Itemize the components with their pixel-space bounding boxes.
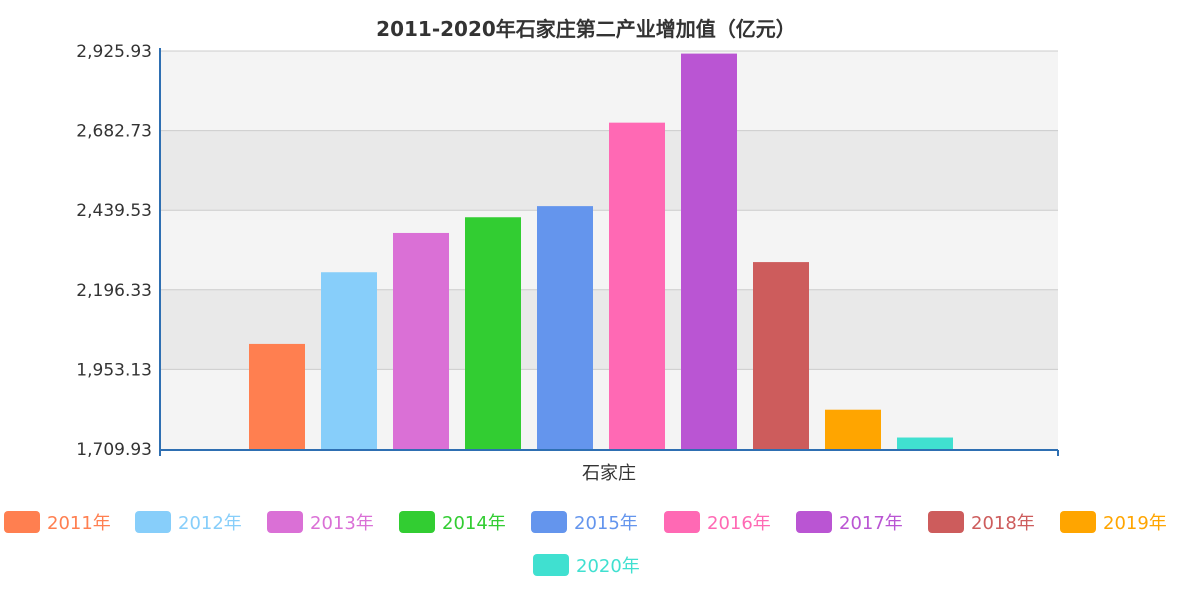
y-tick-label: 2,682.73 [76, 122, 152, 142]
legend-item-2013年[interactable]: 2013年 [267, 511, 374, 534]
legend-swatch [4, 511, 40, 533]
legend-label: 2012年 [178, 513, 242, 534]
legend-label: 2016年 [707, 513, 771, 534]
legend-swatch [796, 511, 832, 533]
legend-swatch [267, 511, 303, 533]
legend-item-2018年[interactable]: 2018年 [928, 511, 1035, 534]
legend-label: 2014年 [442, 513, 506, 534]
legend-item-2015年[interactable]: 2015年 [531, 511, 638, 534]
bar-2019年 [825, 409, 881, 449]
legend-item-2016年[interactable]: 2016年 [664, 511, 771, 534]
chart-title: 2011-2020年石家庄第二产业增加值（亿元） [376, 17, 796, 41]
legend-label: 2017年 [839, 513, 903, 534]
y-tick-label: 2,925.93 [76, 42, 152, 62]
bar-2015年 [537, 206, 593, 449]
legend-item-2020年[interactable]: 2020年 [533, 554, 640, 577]
legend-swatch [399, 511, 435, 533]
legend-item-2014年[interactable]: 2014年 [399, 511, 506, 534]
legend-swatch [664, 511, 700, 533]
y-axis-tick-labels: 1,709.93 1,953.13 2,196.33 2,439.53 2,682.73… [76, 42, 152, 460]
bar-2020年 [897, 437, 953, 449]
legend-swatch [928, 511, 964, 533]
bar-2011年 [249, 343, 305, 449]
bar-2017年 [681, 53, 737, 449]
y-tick-label: 2,196.33 [76, 281, 152, 301]
legend-label: 2020年 [576, 556, 640, 577]
legend-swatch [1060, 511, 1096, 533]
legend[interactable]: 2011年 2012年 2013年 2014年 2015年 2016年 2017年 2018年… [4, 511, 1167, 577]
legend-label: 2013年 [310, 513, 374, 534]
legend-swatch [135, 511, 171, 533]
legend-label: 2018年 [971, 513, 1035, 534]
plot-band [160, 51, 1058, 131]
bar-2016年 [609, 122, 665, 449]
bar-2014年 [465, 217, 521, 449]
legend-label: 2019年 [1103, 513, 1167, 534]
y-tick-label: 1,953.13 [76, 360, 152, 380]
bar-2012年 [321, 272, 377, 449]
legend-item-2019年[interactable]: 2019年 [1060, 511, 1167, 534]
legend-label: 2015年 [574, 513, 638, 534]
y-tick-label: 2,439.53 [76, 201, 152, 221]
legend-label: 2011年 [47, 513, 111, 534]
axes [159, 48, 1059, 456]
legend-item-2011年[interactable]: 2011年 [4, 511, 111, 534]
legend-swatch [533, 554, 569, 576]
x-category-label: 石家庄 [582, 463, 636, 484]
bars [249, 53, 953, 449]
y-tick-label: 1,709.93 [76, 440, 152, 460]
legend-swatch [531, 511, 567, 533]
bar-2018年 [753, 262, 809, 449]
legend-item-2017年[interactable]: 2017年 [796, 511, 903, 534]
legend-item-2012年[interactable]: 2012年 [135, 511, 242, 534]
bar-2013年 [393, 232, 449, 449]
